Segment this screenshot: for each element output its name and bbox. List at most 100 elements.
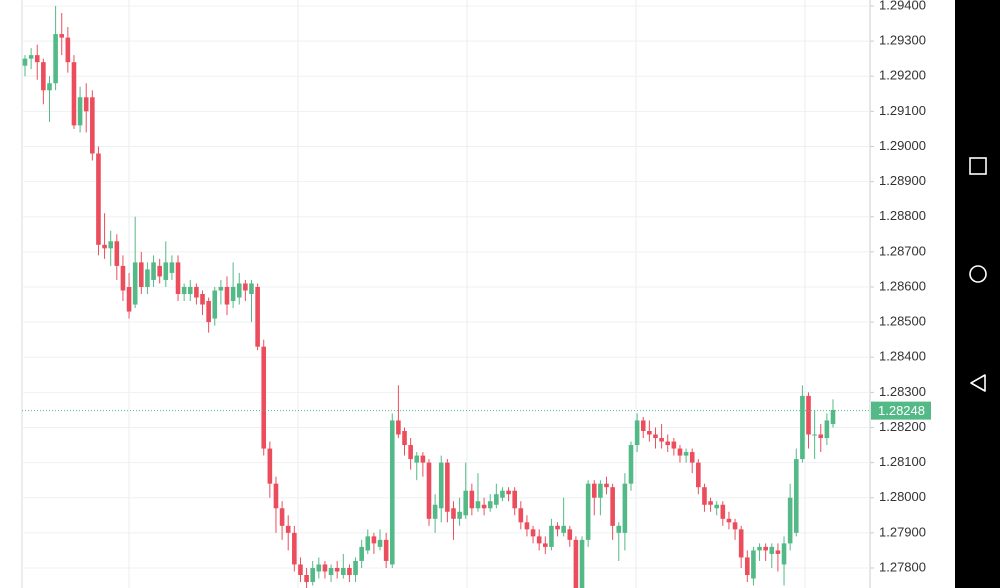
candle-body	[512, 490, 517, 509]
candle-body	[71, 62, 77, 126]
candle-body	[347, 567, 352, 576]
candle-body	[322, 564, 328, 572]
candle-body	[377, 539, 383, 547]
candle-body	[702, 487, 707, 505]
candle-body	[408, 445, 413, 460]
candle-body	[677, 448, 683, 456]
candle-body	[469, 490, 475, 509]
candle-body	[653, 434, 658, 439]
candle-body	[591, 483, 597, 498]
candle-body	[261, 346, 267, 449]
candle-body	[83, 97, 89, 112]
candle-body	[145, 269, 150, 287]
candle-body	[830, 409, 836, 424]
candle-body	[487, 501, 493, 509]
candle-body	[622, 483, 628, 533]
candle-body	[389, 420, 395, 565]
candle-body	[420, 455, 426, 463]
candle-body	[218, 286, 224, 291]
candle-body	[90, 97, 95, 154]
y-tick-label: 1.29300	[879, 33, 926, 48]
recents-button[interactable]	[969, 157, 987, 175]
candle-body	[610, 487, 615, 526]
candle-body	[647, 430, 652, 435]
candle-body	[175, 262, 181, 294]
candle-body	[402, 430, 407, 446]
candle-body	[445, 462, 450, 512]
candle-body	[781, 543, 787, 565]
candle-body	[634, 420, 640, 446]
y-tick-label: 1.28000	[879, 489, 926, 504]
candle-body	[285, 525, 291, 533]
candle-body	[304, 575, 309, 583]
y-tick-label: 1.27800	[879, 559, 926, 574]
candle-body	[47, 83, 52, 91]
y-tick-label: 1.29100	[879, 103, 926, 118]
candle-body	[353, 560, 358, 576]
candle-body	[628, 445, 634, 484]
candle-body	[738, 529, 744, 558]
candle-body	[212, 290, 218, 319]
vertical-grid	[128, 0, 806, 588]
candle-body	[102, 244, 107, 249]
candle-body	[65, 37, 71, 63]
candle-body	[371, 536, 377, 544]
candle-body	[108, 241, 113, 249]
candle-body	[194, 286, 199, 298]
candle-body	[463, 490, 469, 516]
candle-body	[59, 34, 65, 38]
candle-body	[824, 420, 830, 439]
candle-body	[328, 567, 334, 576]
candle-body	[683, 452, 689, 456]
candle-body	[279, 508, 285, 526]
candle-body	[800, 395, 805, 460]
candle-body	[812, 434, 817, 436]
candle-body	[567, 529, 573, 540]
candle-body	[206, 301, 211, 323]
candle-body	[426, 462, 432, 519]
last-price-box	[871, 401, 931, 420]
candle-body	[341, 567, 346, 576]
candle-body	[543, 543, 548, 547]
y-tick-label: 1.28900	[879, 173, 926, 188]
candle-body	[818, 434, 824, 439]
candle-body	[806, 395, 811, 435]
candle-body	[359, 546, 364, 561]
candle-body	[267, 448, 273, 484]
candle-body	[726, 518, 732, 523]
candle-body	[292, 532, 297, 565]
candle-body	[451, 508, 456, 519]
y-tick-label: 1.28400	[879, 349, 926, 364]
candle-body	[585, 483, 591, 540]
back-button[interactable]	[970, 374, 986, 392]
candle-body	[732, 522, 738, 530]
candle-body	[22, 58, 28, 66]
candle-body	[187, 286, 193, 294]
candle-body	[151, 262, 156, 280]
candle-body	[383, 539, 389, 561]
candle-body	[506, 490, 511, 495]
last-price-label: 1.28248	[878, 403, 925, 418]
y-tick-label: 1.28700	[879, 243, 926, 258]
candle-body	[524, 522, 530, 530]
y-tick-label: 1.29000	[879, 138, 926, 153]
candle-body	[230, 286, 236, 302]
candle-body	[659, 438, 664, 442]
candle-body	[132, 262, 138, 305]
candle-body	[120, 265, 126, 291]
candle-body	[769, 546, 775, 554]
candle-body	[432, 504, 438, 519]
home-button[interactable]	[969, 265, 987, 283]
candle-body	[475, 501, 481, 509]
candle-body	[77, 97, 83, 126]
candle-body	[720, 504, 726, 519]
candle-body	[757, 546, 762, 551]
y-tick-label: 1.29400	[879, 0, 926, 12]
y-tick-label: 1.28500	[879, 314, 926, 329]
candle-body	[414, 455, 420, 463]
candle-body	[671, 441, 677, 449]
candle-body	[494, 494, 499, 505]
candle-body	[549, 525, 554, 547]
